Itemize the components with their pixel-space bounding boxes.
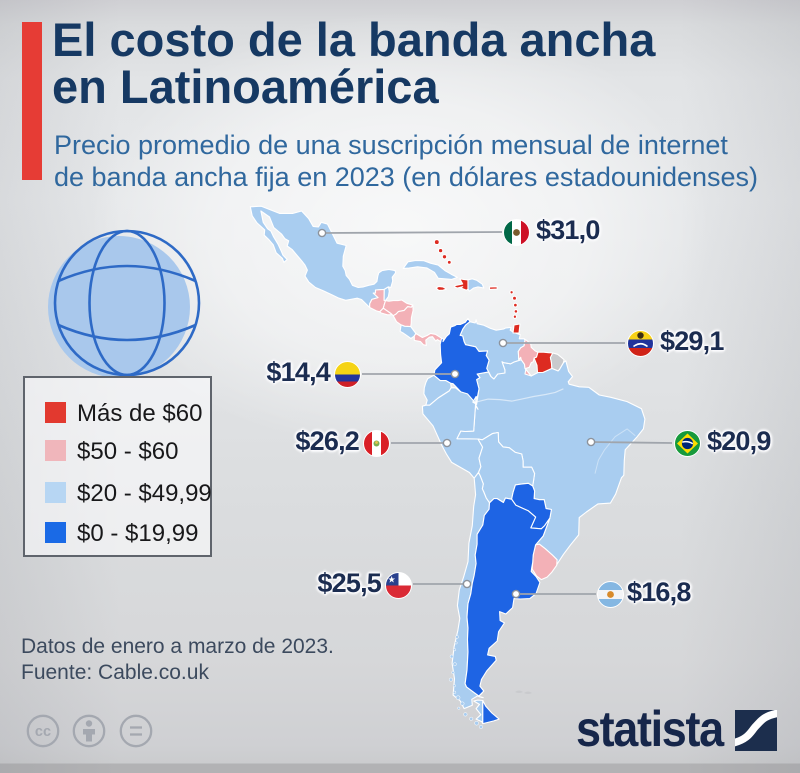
svg-text:cc: cc bbox=[35, 724, 51, 740]
svg-text:★: ★ bbox=[387, 574, 395, 584]
